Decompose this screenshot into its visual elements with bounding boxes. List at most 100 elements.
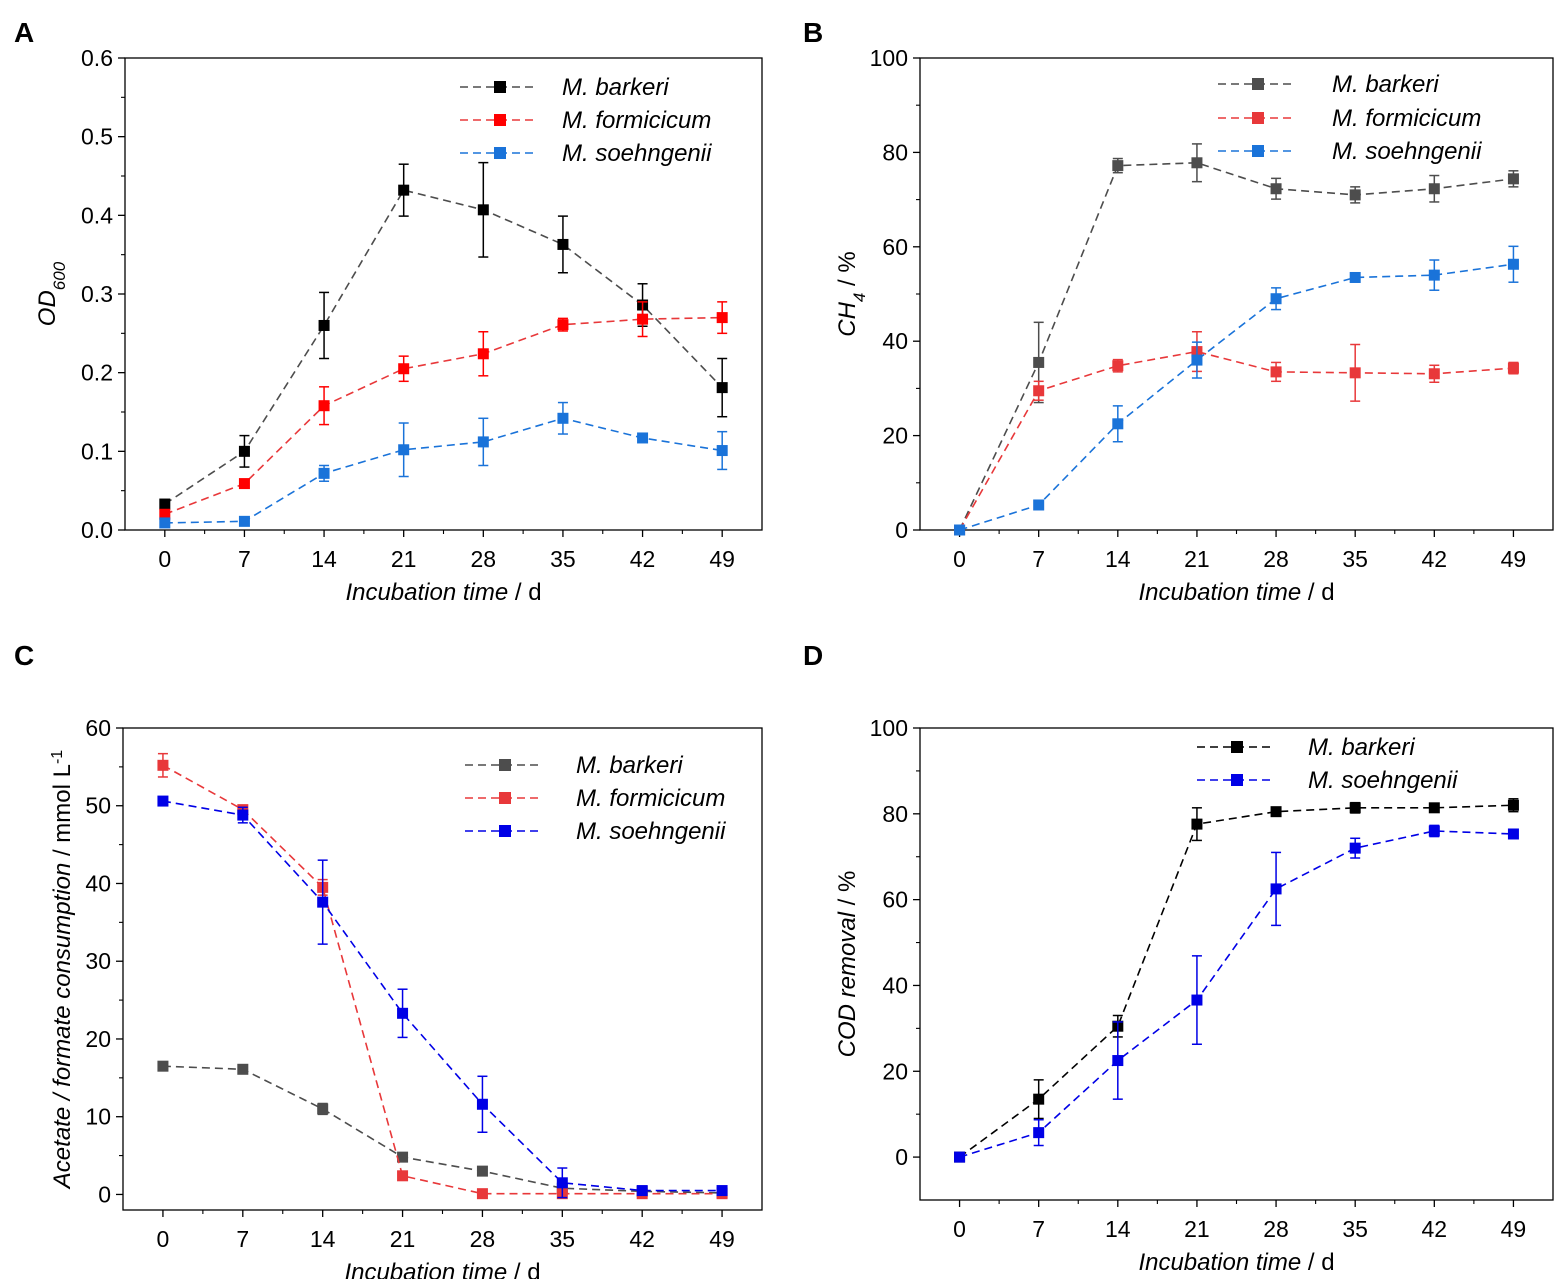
data-point bbox=[398, 363, 410, 375]
y-tick-label: 40 bbox=[882, 972, 908, 998]
legend-label: M. formicicum bbox=[1332, 105, 1481, 132]
legend-marker bbox=[1252, 112, 1264, 124]
data-point bbox=[1033, 1127, 1045, 1139]
data-point bbox=[1507, 173, 1519, 185]
data-point bbox=[1270, 806, 1282, 818]
x-axis-title: Incubation time / d bbox=[345, 579, 541, 606]
series-m-barkeri bbox=[157, 1060, 728, 1199]
x-axis: 0 7 14 21 28 35 42 49 bbox=[158, 530, 735, 572]
legend: M. barkeri M. formicicum M. soehngenii bbox=[1218, 71, 1482, 165]
data-point bbox=[1270, 883, 1282, 895]
data-point bbox=[1507, 828, 1519, 840]
data-point bbox=[636, 1185, 648, 1197]
y-axis: 0 20 40 60 80 100 bbox=[870, 45, 920, 543]
legend-marker bbox=[499, 792, 511, 804]
data-point bbox=[398, 444, 410, 456]
data-point bbox=[1349, 367, 1361, 379]
panel-c: C 0 7 14 21 28 35 42 49 0 10 20 30 40 50 60 Incubation t… bbox=[14, 640, 763, 1279]
legend-label: M. formicicum bbox=[562, 107, 711, 134]
x-axis-title: Incubation time / d bbox=[344, 1259, 540, 1279]
data-point bbox=[954, 524, 966, 536]
series-line bbox=[162, 800, 723, 1192]
data-point bbox=[476, 1165, 488, 1177]
y-tick-label: 0.4 bbox=[81, 202, 113, 228]
data-point bbox=[238, 515, 250, 527]
data-point bbox=[556, 1177, 568, 1189]
data-point bbox=[716, 382, 728, 394]
x-tick-label: 21 bbox=[1184, 546, 1210, 572]
x-tick-label: 28 bbox=[471, 546, 497, 572]
y-tick-label: 20 bbox=[882, 1058, 908, 1084]
series-m-soehngenii bbox=[954, 824, 1519, 1163]
y-tick-label: 0.2 bbox=[81, 360, 113, 386]
y-tick-label: 20 bbox=[85, 1026, 111, 1052]
plot-frame bbox=[919, 727, 1554, 1201]
x-tick-label: 49 bbox=[1501, 1216, 1527, 1242]
series-line bbox=[958, 350, 1514, 531]
data-point bbox=[1349, 842, 1361, 854]
legend-marker bbox=[1252, 78, 1264, 90]
data-point bbox=[1270, 183, 1282, 195]
data-point bbox=[477, 204, 489, 216]
legend-marker bbox=[1231, 774, 1243, 786]
data-point bbox=[1349, 271, 1361, 283]
series-m-soehngenii bbox=[954, 245, 1519, 536]
x-tick-label: 0 bbox=[158, 546, 171, 572]
y-axis: 0 20 40 60 80 100 bbox=[870, 715, 920, 1170]
x-tick-label: 7 bbox=[1032, 1216, 1045, 1242]
data-point bbox=[557, 412, 569, 424]
y-tick-label: 0.3 bbox=[81, 281, 113, 307]
y-tick-label: 40 bbox=[85, 870, 111, 896]
data-point bbox=[1507, 258, 1519, 270]
data-point bbox=[1428, 269, 1440, 281]
data-point bbox=[157, 1060, 169, 1072]
y-tick-label: 80 bbox=[882, 139, 908, 165]
data-point bbox=[477, 436, 489, 448]
data-point bbox=[716, 312, 728, 324]
data-point bbox=[237, 809, 249, 821]
data-point bbox=[557, 319, 569, 331]
y-tick-label: 0 bbox=[98, 1181, 111, 1207]
data-point bbox=[1191, 994, 1203, 1006]
x-tick-label: 42 bbox=[1422, 546, 1448, 572]
data-point bbox=[1033, 499, 1045, 511]
x-tick-label: 42 bbox=[1422, 1216, 1448, 1242]
legend: M. barkeri M. soehngenii bbox=[1197, 734, 1458, 794]
y-tick-label: 0.0 bbox=[81, 517, 113, 543]
panel-d: D 0 7 14 21 28 35 42 49 0 20 40 60 80 100 Incubation ti… bbox=[803, 640, 1554, 1276]
x-axis-title: Incubation time / d bbox=[1138, 579, 1334, 606]
series-line bbox=[958, 161, 1514, 531]
data-point bbox=[1112, 418, 1124, 430]
data-point bbox=[318, 319, 330, 331]
legend-marker bbox=[499, 759, 511, 771]
x-tick-label: 0 bbox=[953, 546, 966, 572]
panel-letter: D bbox=[803, 640, 823, 671]
x-tick-label: 49 bbox=[709, 546, 735, 572]
legend-label: M. soehngenii bbox=[562, 140, 712, 167]
legend-marker bbox=[494, 147, 506, 159]
legend-label: M. soehngenii bbox=[1332, 138, 1482, 165]
data-point bbox=[1191, 354, 1203, 366]
data-point bbox=[1428, 183, 1440, 195]
x-tick-label: 0 bbox=[157, 1226, 170, 1252]
series-m-barkeri bbox=[954, 798, 1519, 1163]
series-m-barkeri bbox=[159, 161, 728, 510]
data-point bbox=[1191, 157, 1203, 169]
legend-label: M. formicicum bbox=[576, 785, 725, 812]
legend-label: M. soehngenii bbox=[576, 818, 726, 845]
x-axis: 0 7 14 21 28 35 42 49 bbox=[953, 530, 1526, 572]
data-point bbox=[317, 896, 329, 908]
data-point bbox=[159, 508, 171, 520]
data-point bbox=[397, 1170, 409, 1182]
data-point bbox=[1349, 802, 1361, 814]
x-tick-label: 7 bbox=[238, 546, 251, 572]
series-line bbox=[959, 804, 1514, 1158]
x-tick-label: 35 bbox=[550, 546, 576, 572]
series-line bbox=[164, 417, 723, 524]
data-point bbox=[1349, 189, 1361, 201]
data-point bbox=[1507, 362, 1519, 374]
data-point bbox=[476, 1188, 488, 1200]
y-tick-label: 80 bbox=[882, 801, 908, 827]
y-tick-label: 100 bbox=[870, 45, 908, 71]
legend-label: M. barkeri bbox=[576, 752, 683, 779]
